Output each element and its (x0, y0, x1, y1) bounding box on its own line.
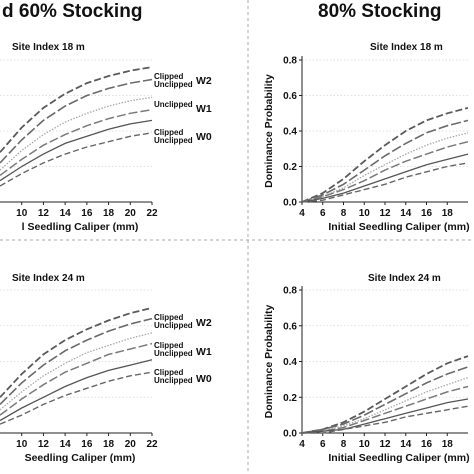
series-line-w0-unclipped (302, 405, 469, 434)
legend-group-label: W2 (196, 75, 212, 87)
chart-panels: Site Index 18 m 10 12 14 16 18 20 22 l Seedling … (0, 42, 470, 464)
panel-title: Site Index 24 m (12, 273, 85, 284)
series-line-w2-unclipped (0, 78, 153, 164)
x-tick-label: 14 (60, 439, 72, 450)
x-tick-label: 20 (125, 208, 137, 219)
x-tick-label: 18 (442, 439, 454, 450)
x-tick-label: 4 (299, 439, 305, 450)
legend-group-label: W2 (196, 317, 212, 329)
x-tick-label: 12 (379, 439, 391, 450)
series-line-w0-clipped (301, 153, 469, 203)
x-tick-label: 12 (379, 208, 391, 219)
legend-unclipped-label: Unclipped (154, 136, 193, 145)
legend-clipped-label: Clipped (154, 313, 183, 322)
x-tick-label: 8 (341, 439, 347, 450)
legend-group-label: W0 (196, 131, 212, 143)
series-line-w1-unclipped (301, 385, 469, 434)
y-tick-label: 0.0 (283, 429, 297, 440)
series-line-w0-clipped (0, 359, 153, 422)
series-line-w1-clipped (0, 96, 153, 171)
y-tick-label: 0.8 (283, 286, 297, 297)
x-tick-label: 6 (320, 439, 326, 450)
y-tick-label: 0.0 (283, 198, 297, 209)
legend-clipped-label: Clipped (154, 368, 183, 377)
series-line-w2-unclipped (301, 119, 469, 203)
x-tick-label: 10 (16, 439, 28, 450)
x-tick-label: 16 (421, 439, 433, 450)
panel-title: Site Index 24 m (368, 273, 441, 284)
right-header: 80% Stocking (318, 1, 442, 22)
x-tick-label: 4 (299, 208, 305, 219)
y-axis-label: Dominance Probability (263, 304, 275, 418)
legend-clipped-label: Clipped (154, 72, 183, 81)
panel-title: Site Index 18 m (12, 42, 85, 53)
series-line-w2-clipped (0, 307, 153, 398)
legend-unclipped-label: Unclipped (154, 321, 193, 330)
x-tick-label: 16 (421, 208, 433, 219)
series-line-w2-clipped (301, 107, 469, 203)
chart-panel-1: Site Index 18 m 10 12 14 16 18 20 22 l Seedling … (0, 42, 212, 233)
legend-group-label: W0 (196, 373, 212, 385)
y-tick-label: 0.6 (283, 321, 297, 332)
x-tick-label: 10 (359, 439, 371, 450)
x-axis-label: Initial Seedling Caliper (mm) (328, 452, 469, 464)
legend-clipped-label: Clipped (154, 341, 183, 350)
series-line-w1-unclipped (301, 140, 469, 203)
y-tick-label: 0.2 (283, 162, 297, 173)
x-tick-label: 14 (400, 439, 412, 450)
y-tick-label: 0.4 (283, 357, 297, 368)
series-line-w0-clipped (0, 119, 153, 182)
x-tick-label: 10 (16, 208, 28, 219)
y-tick-label: 0.4 (283, 127, 297, 138)
series-line-w2-unclipped (0, 317, 153, 405)
x-tick-label: 8 (341, 208, 347, 219)
x-tick-label: 18 (442, 208, 454, 219)
x-tick-label: 14 (60, 208, 72, 219)
series-line-w2-unclipped (301, 366, 469, 434)
x-axis-label: Initial Seedling Caliper (mm) (328, 221, 469, 233)
series-line-w0-unclipped (0, 371, 153, 425)
legend-clipped-label: Clipped (154, 128, 183, 137)
x-tick-label: 14 (400, 208, 412, 219)
series-line-w1-unclipped (0, 342, 153, 416)
x-tick-label: 16 (81, 208, 93, 219)
chart-panel-4: Site Index 24 m 0.0 0.2 0.4 0.6 0.8 4 6 8 10 12 14 1… (263, 273, 470, 464)
series-line-w0-unclipped (0, 132, 153, 187)
series-line-w1-unclipped (0, 108, 153, 177)
legend-unclipped-label: Unclipped (154, 349, 193, 358)
series-line-w1-clipped (301, 376, 469, 434)
series-line-w2-clipped (0, 66, 153, 153)
series-line-w0-clipped (301, 398, 469, 434)
y-tick-label: 0.8 (283, 56, 297, 67)
legend-group-label: W1 (196, 103, 212, 115)
left-header: d 60% Stocking (2, 1, 142, 22)
x-tick-label: 6 (320, 208, 326, 219)
x-axis-label: l Seedling Caliper (mm) (22, 221, 139, 233)
x-tick-label: 20 (125, 439, 137, 450)
y-axis-label: Dominance Probability (263, 74, 275, 188)
x-tick-label: 22 (146, 439, 158, 450)
series-line-w2-clipped (301, 355, 469, 434)
series-line-w0-unclipped (301, 162, 469, 203)
x-tick-label: 10 (359, 208, 371, 219)
x-tick-label: 18 (103, 208, 115, 219)
legend-unclipped-label: Unclipped (154, 80, 193, 89)
legend-group-label: W1 (196, 346, 212, 358)
x-tick-label: 18 (103, 439, 115, 450)
x-tick-label: 16 (81, 439, 93, 450)
x-tick-label: 22 (146, 208, 158, 219)
chart-panel-2: Site Index 18 m 0.0 0.2 0.4 0.6 0.8 4 6 8 10 12 14 1… (263, 42, 470, 233)
y-tick-label: 0.6 (283, 91, 297, 102)
y-tick-label: 0.2 (283, 393, 297, 404)
x-tick-label: 12 (38, 208, 50, 219)
legend-unclipped-label: Unclipped (154, 376, 193, 385)
x-axis-label: Seedling Caliper (mm) (25, 452, 136, 464)
x-tick-label: 12 (38, 439, 50, 450)
panel-title: Site Index 18 m (370, 42, 443, 53)
legend-clipped-label: Unclipped (154, 100, 193, 109)
chart-panel-3: Site Index 24 m 10 12 14 16 18 20 22 Seedling Ca… (0, 273, 212, 464)
